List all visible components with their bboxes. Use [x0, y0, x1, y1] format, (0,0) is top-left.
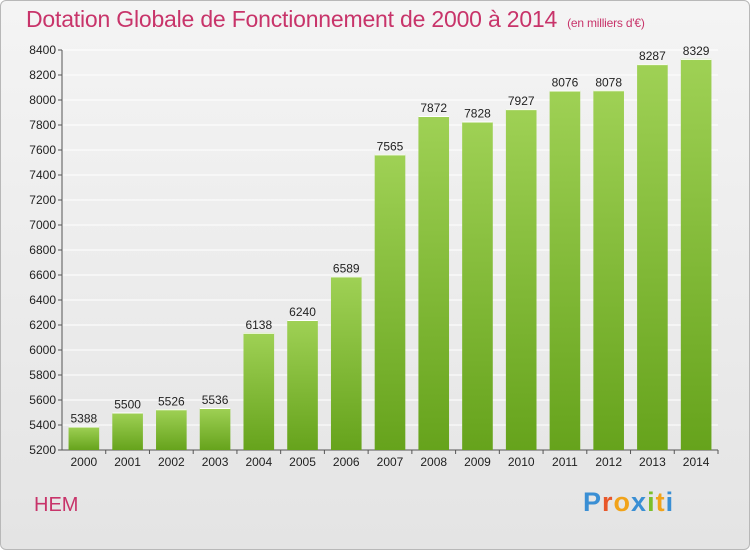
y-tick-label: 5200	[29, 443, 56, 457]
y-tick-label: 6400	[29, 293, 56, 307]
x-tick-label-2008: 2008	[420, 455, 447, 469]
bar-2013	[637, 64, 668, 450]
x-tick-label-2010: 2010	[508, 455, 535, 469]
x-tick-label-2011: 2011	[552, 455, 578, 469]
labels: 5200 5400 5600 5800 6000 6200 6400 6600 6800 7000…	[29, 43, 710, 469]
y-tick-label: 6200	[29, 318, 56, 332]
data-label-2013: 8287	[639, 49, 666, 63]
y-tick-label: 8200	[29, 68, 56, 82]
x-tick-label-2013: 2013	[639, 455, 666, 469]
bar-2006	[330, 276, 362, 450]
bar-2004	[243, 332, 275, 450]
proxiti-logo[interactable]: Proxiti	[583, 487, 675, 517]
y-tick-label: 7400	[29, 168, 56, 182]
x-tick-label-2009: 2009	[464, 455, 491, 469]
x-tick-label-2012: 2012	[595, 455, 622, 469]
data-label-2014: 8329	[683, 44, 710, 58]
y-tick-label: 6600	[29, 268, 56, 282]
data-label-2004: 6138	[245, 318, 272, 332]
bar-2000	[68, 426, 100, 450]
bar-2003	[199, 408, 231, 450]
x-tick-label-2007: 2007	[377, 455, 404, 469]
x-tick-label-2003: 2003	[202, 455, 229, 469]
x-tick-label-2014: 2014	[683, 455, 710, 469]
y-tick-label: 7200	[29, 193, 56, 207]
bars	[68, 58, 712, 450]
data-label-2001: 5500	[114, 398, 141, 412]
y-tick-label: 7800	[29, 118, 56, 132]
y-tick-label: 6000	[29, 343, 56, 357]
y-tick-label: 8000	[29, 93, 56, 107]
y-tick-label: 5800	[29, 368, 56, 382]
data-label-2007: 7565	[377, 139, 404, 153]
x-tick-label-2005: 2005	[289, 455, 316, 469]
place-name: HEM	[34, 494, 79, 516]
x-tick-label-2001: 2001	[114, 455, 141, 469]
data-label-2012: 8078	[595, 75, 622, 89]
bar-2008	[418, 116, 450, 450]
data-label-2000: 5388	[71, 412, 98, 426]
y-tick-label: 5600	[29, 393, 56, 407]
bar-2002	[156, 409, 187, 450]
bar-2010	[505, 109, 537, 450]
bar-2009	[462, 121, 493, 450]
x-tick-label-2002: 2002	[158, 455, 185, 469]
data-label-2003: 5536	[202, 393, 229, 407]
x-tick-label-2006: 2006	[333, 455, 360, 469]
chart-unit: (en milliers d'€)	[567, 16, 645, 30]
data-label-2002: 5526	[158, 394, 185, 408]
data-label-2010: 7927	[508, 94, 535, 108]
data-label-2006: 6589	[333, 261, 360, 275]
y-tick-label: 7000	[29, 218, 56, 232]
x-tick-label-2000: 2000	[71, 455, 98, 469]
y-tick-label: 6800	[29, 243, 56, 257]
bar-2007	[374, 154, 406, 450]
x-tick-label-2004: 2004	[245, 455, 272, 469]
bar-2014	[680, 58, 712, 450]
data-label-2011: 8076	[552, 76, 579, 90]
data-label-2008: 7872	[420, 101, 447, 115]
chart-title: Dotation Globale de Fonctionnement de 20…	[26, 6, 645, 33]
data-label-2005: 6240	[289, 305, 316, 319]
bar-2005	[287, 320, 318, 450]
bar-2012	[593, 90, 624, 450]
chart-title-text: Dotation Globale de Fonctionnement de 20…	[26, 6, 558, 32]
y-tick-label: 5400	[29, 418, 56, 432]
y-tick-label: 8400	[29, 43, 56, 57]
y-tick-label: 7600	[29, 143, 56, 157]
bar-2011	[549, 90, 581, 450]
bar-2001	[112, 412, 143, 450]
data-label-2009: 7828	[464, 107, 491, 121]
